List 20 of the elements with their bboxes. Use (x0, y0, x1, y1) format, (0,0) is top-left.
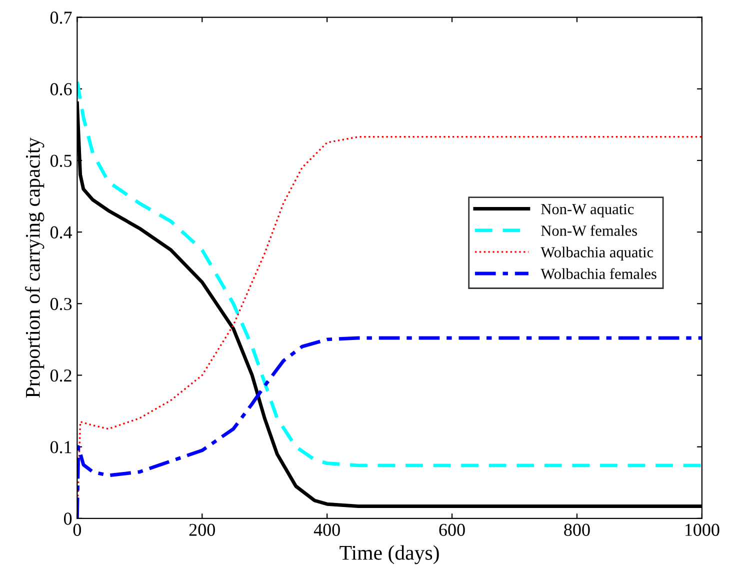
y-tick-label: 0.5 (50, 154, 72, 167)
x-tick-label: 200 (189, 524, 215, 536)
legend-label: Non-W aquatic (541, 204, 634, 218)
x-tick-label: 400 (314, 524, 340, 536)
x-tick-label: 1000 (685, 524, 720, 536)
y-tick-label: 0 (64, 512, 72, 525)
x-tick-label: 0 (73, 524, 81, 536)
y-tick-label: 0.3 (50, 298, 72, 310)
x-tick-label: 600 (439, 524, 465, 536)
legend-label: Wolbachia aquatic (540, 246, 654, 261)
y-tick-label: 0.6 (50, 83, 72, 96)
y-tick-label: 0.4 (50, 226, 72, 239)
legend-label: Wolbachia females (540, 268, 656, 280)
y-axis-title: Proportion of carrying capacity (25, 137, 44, 398)
legend-label: Non-W females (541, 224, 637, 236)
y-tick-label: 0.2 (50, 369, 72, 382)
x-axis-title: Time (days) (340, 545, 439, 564)
y-tick-label: 0.7 (50, 12, 72, 24)
x-tick-label: 800 (564, 524, 590, 536)
y-tick-label: 0.1 (50, 441, 72, 454)
